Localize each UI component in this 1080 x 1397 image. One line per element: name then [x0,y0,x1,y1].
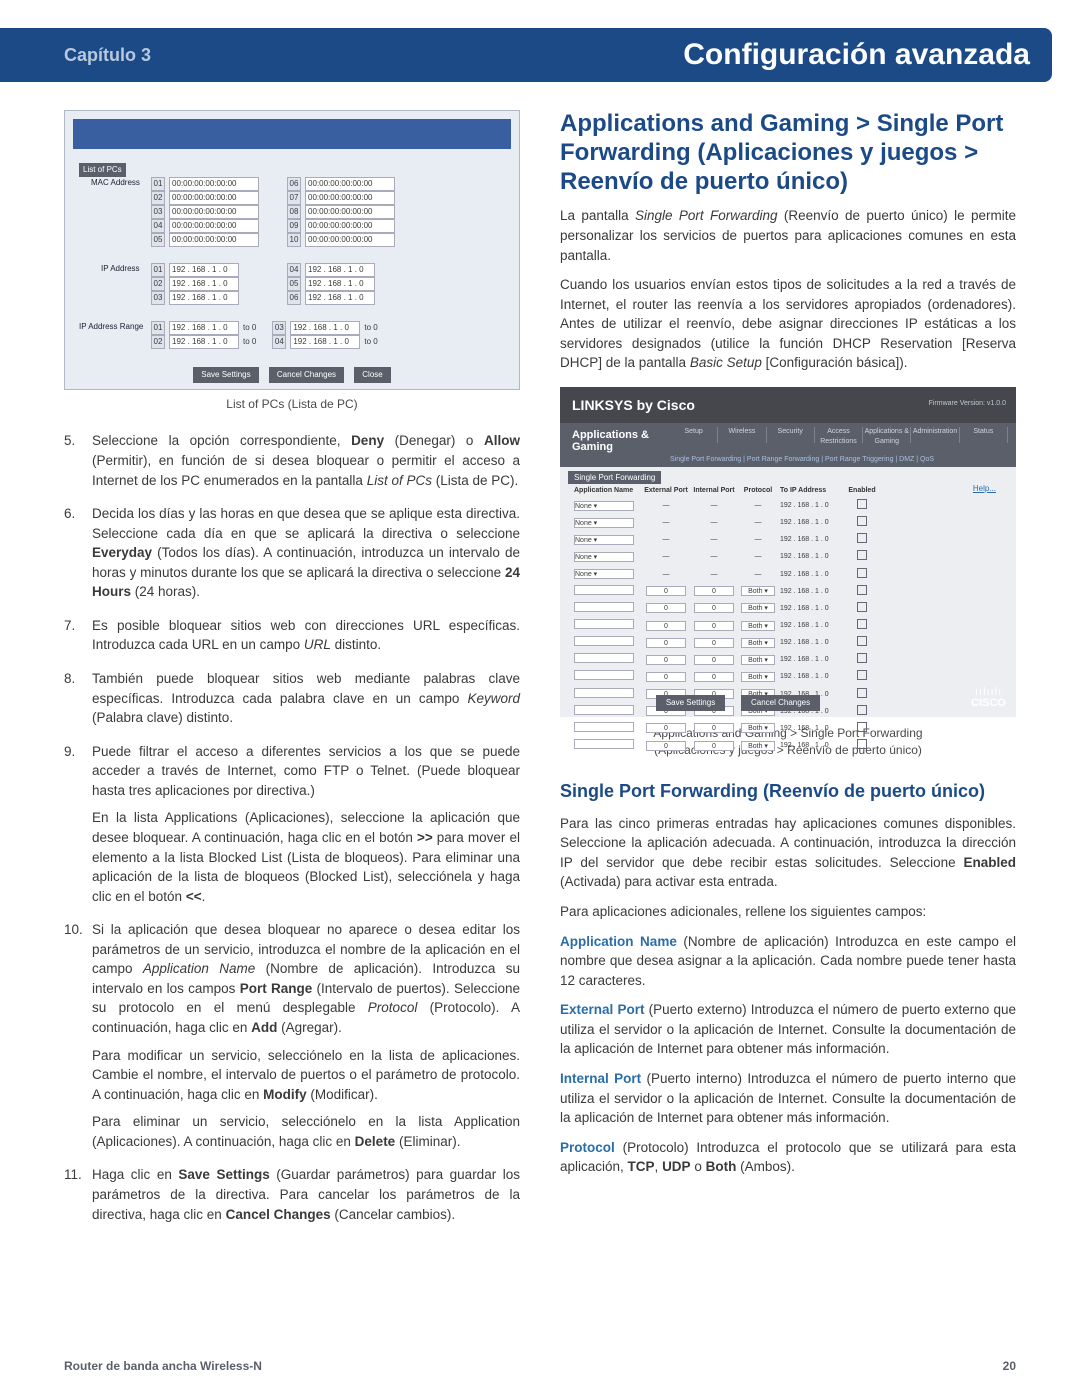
page-footer: Router de banda ancha Wireless-N 20 [64,1359,1016,1373]
fig2-tab[interactable]: Setup [670,427,718,443]
field-external-port: External Port [560,1002,644,1017]
fig1-ip-row: 03192 . 168 . 1 . 006192 . 168 . 1 . 0 [151,291,375,305]
footer-product: Router de banda ancha Wireless-N [64,1359,262,1373]
step-7: Es posible bloquear sitios web con direc… [64,616,520,655]
footer-page-number: 20 [1003,1359,1016,1373]
fig1-save-button[interactable]: Save Settings [193,367,258,383]
fig2-sidebar-title: Applications & Gaming [572,429,649,453]
fig2-section-label: Single Port Forwarding [568,471,661,485]
fig1-mac-row: 0400:00:00:00:00:000900:00:00:00:00:00 [151,219,395,233]
left-column: List of PCs MAC Address 0100:00:00:00:00… [64,110,520,1333]
fig1-mac-row: 0100:00:00:00:00:000600:00:00:00:00:00 [151,177,395,191]
fig2-help-link[interactable]: Help... [973,483,996,495]
step-6: Decida los días y las horas en que desea… [64,504,520,602]
fig1-cancel-button[interactable]: Cancel Changes [269,367,344,383]
fig2-tab[interactable]: Security [767,427,815,443]
fig2-custom-row: 00Both ▾192 . 168 . 1 . 0 [572,635,916,651]
fig2-custom-row: 00Both ▾192 . 168 . 1 . 0 [572,738,916,754]
fig1-ip-row: 01192 . 168 . 1 . 004192 . 168 . 1 . 0 [151,263,375,277]
fig1-range-row: 01192 . 168 . 1 . 0to 003192 . 168 . 1 .… [151,321,378,335]
fig2-preset-row: None ▾———192 . 168 . 1 . 0 [572,549,916,565]
fig2-brand: LINKSYS by Cisco [572,397,695,413]
fig2-subtabs: Single Port Forwarding | Port Range Forw… [670,455,934,465]
fig1-list-label: List of PCs [79,163,126,177]
instruction-list: Seleccione la opción correspondiente, De… [64,431,520,1224]
step-10: Si la aplicación que desea bloquear no a… [64,920,520,1151]
fig2-tab[interactable]: Applications & Gaming [863,427,911,443]
fig2-custom-row: 00Both ▾192 . 168 . 1 . 0 [572,618,916,634]
cisco-logo: ıılıılı CISCO [971,687,1006,709]
figure-list-of-pcs: List of PCs MAC Address 0100:00:00:00:00… [64,110,520,390]
fig1-mac-label: MAC Address [91,177,140,189]
figure1-caption: List of PCs (Lista de PC) [64,396,520,413]
fig2-preset-row: None ▾———192 . 168 . 1 . 0 [572,532,916,548]
field-internal-port: Internal Port [560,1071,641,1086]
right-column: Applications and Gaming > Single Port Fo… [560,110,1016,1333]
fig1-ip-label: IP Address [101,263,140,275]
page-title: Configuración avanzada [683,28,1030,82]
fig2-custom-row: 00Both ▾192 . 168 . 1 . 0 [572,669,916,685]
subsection-heading: Single Port Forwarding (Reenvío de puert… [560,778,1016,804]
fig1-ip-row: 02192 . 168 . 1 . 005192 . 168 . 1 . 0 [151,277,375,291]
fig2-tab[interactable]: Wireless [718,427,766,443]
fig2-tab[interactable]: Access Restrictions [815,427,863,443]
fig1-mac-row: 0300:00:00:00:00:000800:00:00:00:00:00 [151,205,395,219]
fig1-range-label: IP Address Range [79,321,143,333]
fig2-cancel-button[interactable]: Cancel Changes [741,695,820,711]
fig1-mac-row: 0500:00:00:00:00:001000:00:00:00:00:00 [151,233,395,247]
step-8: También puede bloquear sitios web median… [64,669,520,728]
step-9: Puede filtrar el acceso a diferentes ser… [64,742,520,907]
page-header: Capítulo 3 Configuración avanzada [0,28,1052,82]
fig2-custom-row: 00Both ▾192 . 168 . 1 . 0 [572,601,916,617]
fig2-custom-row: 00Both ▾192 . 168 . 1 . 0 [572,584,916,600]
fig1-close-button[interactable]: Close [354,367,390,383]
section-heading: Applications and Gaming > Single Port Fo… [560,110,1016,196]
fig1-range-row: 02192 . 168 . 1 . 0to 004192 . 168 . 1 .… [151,335,378,349]
fig2-custom-row: 00Both ▾192 . 168 . 1 . 0 [572,652,916,668]
step-5: Seleccione la opción correspondiente, De… [64,431,520,490]
field-app-name: Application Name [560,934,677,949]
fig2-preset-row: None ▾———192 . 168 . 1 . 0 [572,498,916,514]
chapter-label: Capítulo 3 [64,28,151,82]
fig2-save-button[interactable]: Save Settings [656,695,725,711]
fig2-custom-row: 00Both ▾192 . 168 . 1 . 0 [572,721,916,737]
step-11: Haga clic en Save Settings (Guardar pará… [64,1165,520,1224]
field-protocol: Protocol [560,1140,615,1155]
fig2-firmware: Firmware Version: v1.0.0 [929,399,1006,409]
figure-port-forwarding: LINKSYS by Cisco Firmware Version: v1.0.… [560,387,1016,717]
fig2-preset-row: None ▾———192 . 168 . 1 . 0 [572,567,916,583]
fig2-preset-row: None ▾———192 . 168 . 1 . 0 [572,515,916,531]
fig2-tab[interactable]: Administration [911,427,959,443]
fig2-tab[interactable]: Status [960,427,1008,443]
fig1-mac-row: 0200:00:00:00:00:000700:00:00:00:00:00 [151,191,395,205]
